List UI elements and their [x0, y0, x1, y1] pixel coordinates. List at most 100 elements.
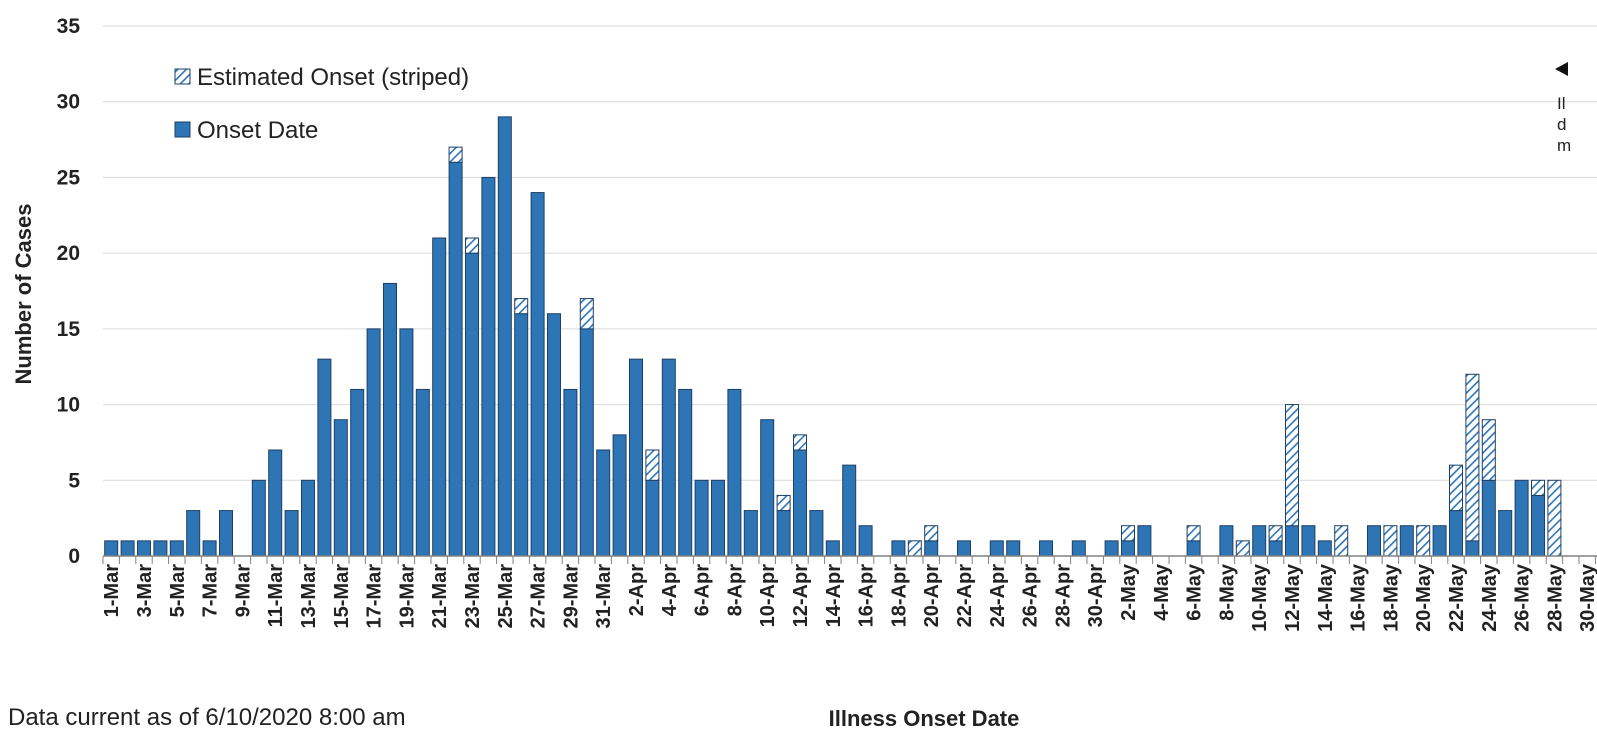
- y-tick-label: 20: [57, 242, 80, 265]
- bar-estimated-9-May: [1235, 540, 1250, 557]
- bar-onset-8-Mar: [219, 510, 233, 557]
- side-note-line: Il: [1557, 94, 1566, 113]
- x-tick-label: 24-May: [1479, 563, 1501, 632]
- bar-estimated-6-May: [1186, 525, 1201, 542]
- bar-onset-6-May: [1186, 540, 1201, 557]
- bar-onset-7-Mar: [202, 540, 217, 557]
- bar-onset-3-Apr: [645, 479, 660, 557]
- bar-onset-2-May: [1121, 540, 1135, 557]
- bar-onset-29-Apr: [1071, 540, 1086, 557]
- x-tick-label: 17-Mar: [364, 564, 386, 629]
- bar-onset-1-May: [1104, 540, 1119, 557]
- bar-onset-11-Mar: [268, 449, 283, 557]
- bar-onset-24-Mar: [481, 176, 496, 557]
- x-tick-label: 4-May: [1151, 563, 1173, 621]
- bar-onset-19-May: [1399, 525, 1414, 557]
- bar-onset-14-Mar: [317, 358, 332, 557]
- bar-estimated-23-May: [1465, 373, 1480, 542]
- bar-onset-22-Apr: [957, 540, 971, 557]
- x-tick-label: 8-Apr: [724, 564, 746, 616]
- x-tick-label: 23-Mar: [462, 564, 484, 629]
- bar-onset-7-Apr: [711, 479, 725, 557]
- bar-onset-25-Apr: [1006, 540, 1021, 557]
- y-tick-label: 25: [57, 166, 81, 189]
- bar-estimated-2-May: [1121, 525, 1135, 542]
- bar-onset-20-Apr: [924, 540, 939, 557]
- x-tick-label: 26-Apr: [1020, 564, 1042, 628]
- bar-onset-15-Apr: [842, 464, 857, 557]
- bar-onset-10-Apr: [760, 419, 775, 557]
- bar-onset-4-Apr: [661, 358, 676, 557]
- x-tick-label: 31-Mar: [593, 564, 615, 629]
- legend-label-onset: Onset Date: [197, 117, 318, 144]
- x-tick-label: 3-Mar: [134, 564, 156, 618]
- y-tick-label: 30: [57, 91, 80, 114]
- bar-onset-26-May: [1514, 479, 1529, 557]
- x-tick-label: 11-Mar: [265, 564, 287, 628]
- bar-onset-13-May: [1301, 525, 1316, 557]
- bar-onset-3-Mar: [137, 540, 151, 557]
- x-tick-label: 19-Mar: [396, 564, 418, 629]
- bar-onset-16-Mar: [350, 388, 365, 557]
- bar-onset-23-Mar: [465, 252, 479, 557]
- x-tick-label: 22-Apr: [954, 564, 976, 628]
- x-tick-label: 5-Mar: [167, 564, 189, 618]
- bar-onset-12-Mar: [284, 510, 299, 557]
- x-tick-label: 15-Mar: [331, 564, 353, 629]
- bar-onset-29-Mar: [563, 388, 578, 557]
- x-tick-label: 9-Mar: [232, 564, 254, 618]
- x-tick-label: 6-May: [1184, 563, 1206, 621]
- x-tick-label: 24-Apr: [987, 564, 1009, 628]
- bar-onset-28-Mar: [547, 313, 561, 557]
- x-tick-label: 10-May: [1249, 563, 1271, 632]
- bar-onset-13-Apr: [809, 510, 824, 557]
- x-tick-label: 4-Apr: [659, 564, 681, 616]
- y-tick-label: 10: [57, 394, 80, 417]
- bar-onset-2-Apr: [629, 358, 643, 557]
- bar-onset-8-Apr: [727, 388, 742, 557]
- bar-estimated-15-May: [1334, 525, 1349, 557]
- bar-onset-27-Mar: [530, 192, 545, 557]
- side-note: Il dm: [1555, 62, 1571, 155]
- x-tick-label: 26-May: [1512, 563, 1534, 632]
- bar-onset-24-Apr: [989, 540, 1004, 557]
- x-tick-label: 7-Mar: [200, 564, 222, 618]
- bar-onset-1-Apr: [612, 434, 627, 557]
- arrow-left-icon: [1555, 62, 1568, 76]
- y-tick-label: 5: [68, 469, 80, 492]
- x-tick-label: 12-May: [1282, 563, 1304, 632]
- x-tick-label: 6-Apr: [692, 564, 714, 616]
- bar-estimated-27-May: [1531, 479, 1545, 496]
- x-tick-label: 16-Apr: [856, 564, 878, 628]
- bar-estimated-3-Apr: [645, 449, 660, 481]
- bar-onset-6-Mar: [186, 510, 201, 557]
- legend-swatch-estimated: [174, 68, 191, 85]
- bar-onset-27-Apr: [1039, 540, 1053, 557]
- bar-onset-17-May: [1367, 525, 1381, 557]
- bar-estimated-11-Apr: [776, 494, 791, 512]
- bar-onset-3-May: [1137, 525, 1152, 557]
- bar-onset-12-Apr: [793, 449, 807, 557]
- x-tick-label: 13-Mar: [298, 564, 320, 629]
- bar-estimated-30-Mar: [579, 298, 594, 330]
- bar-onset-14-May: [1317, 540, 1332, 557]
- x-tick-label: 25-Mar: [495, 564, 517, 629]
- bar-onset-31-Mar: [596, 449, 611, 557]
- bar-onset-5-Apr: [678, 388, 693, 557]
- y-tick-label: 0: [68, 545, 80, 568]
- bar-estimated-22-Mar: [448, 146, 463, 163]
- bar-onset-8-May: [1219, 525, 1234, 557]
- x-tick-label: 1-Mar: [101, 564, 123, 618]
- bar-onset-1-Mar: [104, 540, 119, 557]
- side-note-line: d: [1557, 115, 1566, 134]
- bar-onset-11-Apr: [776, 510, 791, 557]
- bar-onset-25-Mar: [497, 116, 512, 557]
- bar-estimated-18-May: [1383, 525, 1398, 557]
- bar-onset-26-Mar: [514, 313, 529, 557]
- bar-onset-24-May: [1481, 479, 1496, 557]
- x-tick-label: 2-May: [1118, 563, 1140, 621]
- bar-onset-9-Apr: [743, 510, 758, 557]
- bar-onset-18-Apr: [891, 540, 906, 557]
- x-tick-label: 28-May: [1544, 563, 1566, 632]
